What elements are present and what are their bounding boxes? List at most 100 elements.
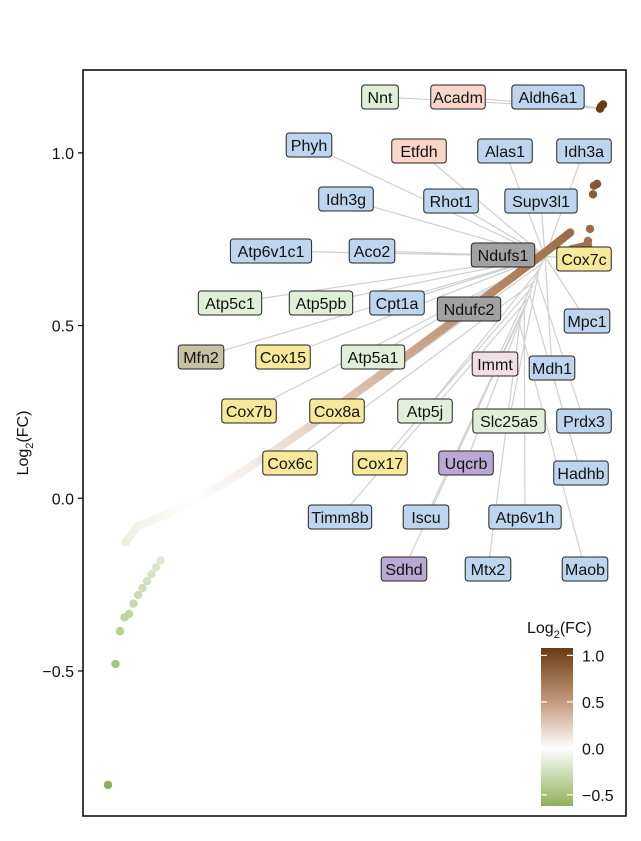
gene-label-text: Aldh6a1 <box>519 90 578 107</box>
data-point <box>129 599 138 608</box>
gene-label-box <box>563 308 611 334</box>
gene-label: Atp5pb <box>288 290 354 316</box>
legend-title-sub: 2 <box>554 629 560 641</box>
data-point <box>565 228 575 237</box>
gene-label-box <box>556 138 612 164</box>
gene-label-text: Cox7c <box>561 252 606 269</box>
y-axis-title: Log2(FC) <box>15 411 36 476</box>
data-point <box>138 583 147 593</box>
gene-label-box <box>436 296 502 322</box>
gene-label: Cox15 <box>255 344 311 370</box>
gene-label-text: Cpt1a <box>376 296 419 313</box>
gene-label-box <box>348 238 396 264</box>
gene-label: Mfn2 <box>177 344 225 370</box>
gene-label-box <box>556 246 612 272</box>
gene-label-box <box>561 556 609 582</box>
gene-label-box <box>511 84 585 110</box>
leader-line <box>494 256 546 365</box>
gene-label-box <box>361 84 399 110</box>
gene-label-text: Phyh <box>291 138 327 155</box>
gene-label-text: Alas1 <box>485 144 525 161</box>
gene-label-box <box>488 504 562 530</box>
gene-label: Atp6v1c1 <box>229 238 313 264</box>
y-axis-title-sub: 2 <box>24 443 36 449</box>
gene-label-text: Uqcrb <box>445 456 488 473</box>
gene-label: Mpc1 <box>563 308 611 334</box>
gene-label-box <box>472 408 546 434</box>
gene-label: Alas1 <box>477 138 533 164</box>
gene-label-text: Maob <box>565 562 605 579</box>
gene-label: Etfdh <box>391 138 447 164</box>
gene-label-text: Cox15 <box>260 350 306 367</box>
data-point <box>142 576 152 586</box>
gene-label: Uqcrb <box>438 450 494 476</box>
gene-label-box <box>504 188 578 214</box>
gene-label-text: Supv3l1 <box>512 194 570 211</box>
gene-label-box <box>438 450 494 476</box>
gene-label: Acadm <box>430 84 486 110</box>
gene-labels: Nnt Acadm Aldh6a1 Phyh Etfdh Alas1 Idh3a Idh3g R… <box>177 84 612 582</box>
data-point <box>592 179 602 189</box>
gene-label: Idh3a <box>556 138 612 164</box>
gene-label-box <box>309 398 365 424</box>
legend-tick-label: 0.0 <box>582 741 604 758</box>
gene-label-text: Ndufc2 <box>444 302 495 319</box>
data-point <box>151 563 161 572</box>
gene-label-box <box>262 450 318 476</box>
gene-label: Rhot1 <box>423 188 479 214</box>
gene-label-box <box>221 398 277 424</box>
gene-label-box <box>307 504 373 530</box>
gene-label-text: Aco2 <box>354 244 391 261</box>
gene-label: Maob <box>561 556 609 582</box>
gene-label-box <box>397 398 453 424</box>
gene-label: Phyh <box>285 132 333 158</box>
gene-label-text: Etfdh <box>400 144 437 161</box>
gene-label: Slc25a5 <box>472 408 546 434</box>
gene-label-text: Ndufs1 <box>478 248 529 265</box>
gene-label-box <box>464 556 512 582</box>
gene-label-text: Atp5a1 <box>348 350 399 367</box>
gene-label-text: Immt <box>477 357 513 374</box>
y-tick-label: −0.5 <box>42 664 74 681</box>
gene-label-text: Atp5c1 <box>205 296 255 313</box>
gene-label-text: Hadhb <box>557 466 604 483</box>
gene-label-box <box>340 344 406 370</box>
gene-label-text: Slc25a5 <box>480 414 538 431</box>
gene-label: Mdh1 <box>528 355 576 381</box>
gene-label-box <box>553 460 609 486</box>
color-legend: Log2(FC) 1.0 0.5 0.0 −0.5 <box>527 620 614 806</box>
data-point <box>147 570 156 579</box>
gene-label-box <box>556 408 612 434</box>
gene-label-text: Timm8b <box>311 510 368 527</box>
data-point <box>598 100 608 109</box>
legend-title-unit: (FC) <box>560 620 592 637</box>
gene-label: Aco2 <box>348 238 396 264</box>
gene-label: Iscu <box>402 504 450 530</box>
gene-label-box <box>288 290 354 316</box>
gene-label: Cox8a <box>309 398 365 424</box>
data-point <box>133 590 143 600</box>
legend-tick-label: 0.5 <box>582 695 604 712</box>
leader-line <box>379 285 534 464</box>
gene-label: Timm8b <box>307 504 373 530</box>
gene-label: Cox7c <box>556 246 612 272</box>
gene-label-box <box>430 84 486 110</box>
gene-label-text: Nnt <box>368 90 393 107</box>
gene-label-text: Mfn2 <box>183 350 219 367</box>
gene-label-box <box>471 351 519 377</box>
leader-line <box>418 150 546 257</box>
y-tick-label: 0.0 <box>52 491 74 508</box>
gene-label-box <box>285 132 333 158</box>
gene-label: Atp6v1h <box>488 504 562 530</box>
gene-label-box <box>352 450 408 476</box>
gene-label-text: Atp6v1c1 <box>238 244 305 261</box>
gene-label: Immt <box>471 351 519 377</box>
gene-label-text: Iscu <box>411 510 440 527</box>
gene-label-text: Mdh1 <box>532 361 572 378</box>
gene-label-box <box>528 355 576 381</box>
gene-label: Atp5c1 <box>197 290 263 316</box>
gene-label: Aldh6a1 <box>511 84 585 110</box>
legend-title: Log2(FC) <box>527 620 592 641</box>
gene-label-text: Atp6v1h <box>496 510 555 527</box>
